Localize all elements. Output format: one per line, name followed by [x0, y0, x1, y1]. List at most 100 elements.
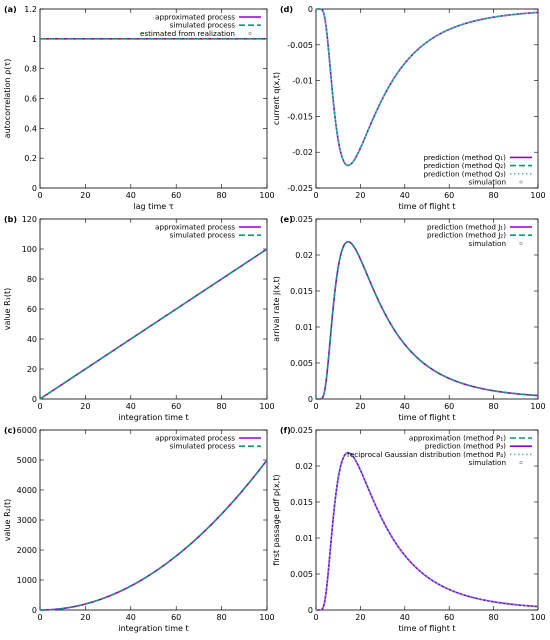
y-tick-label: 0.015: [290, 498, 313, 507]
panel-label: (d): [280, 5, 293, 14]
simulation-point: [337, 265, 340, 269]
y-tick-label: 80: [27, 275, 37, 284]
y-tick-label: 0.4: [24, 124, 37, 133]
x-tick-label: 20: [80, 191, 90, 200]
x-axis-label: lag time τ: [133, 202, 173, 211]
simulation-point: [79, 37, 83, 40]
legend-marker: [519, 241, 523, 245]
x-axis-label: time of flight t: [398, 624, 455, 633]
y-tick-label: 0.01: [295, 323, 313, 332]
simulation-point: [381, 307, 384, 311]
simulation-point: [252, 37, 255, 40]
simulation-point: [381, 518, 384, 522]
simulation-point: [470, 20, 473, 23]
x-tick-label: 40: [126, 402, 136, 411]
y-axis-label: autocorrelation ρ(τ): [3, 59, 12, 139]
panel-label: (f): [280, 426, 291, 435]
y-tick-label: 6000: [17, 426, 37, 435]
series-line-1: [316, 8, 539, 167]
legend-label: simulated process: [170, 21, 236, 30]
panel-d: 0 20 40 60 80 100 0 -0.005 -0.01 -0.015 -0.02 -0.02…: [272, 5, 546, 211]
simulation-point: [363, 479, 366, 482]
y-tick-label: 60: [27, 305, 37, 314]
simulation-point: [532, 394, 535, 397]
y-tick-label: 2000: [17, 546, 37, 555]
x-tick-label: 0: [37, 191, 42, 200]
simulation-point: [399, 548, 402, 551]
x-axis-label: integration time t: [118, 413, 188, 422]
y-tick-label: 0: [308, 606, 313, 615]
simulation-point: [390, 81, 393, 84]
series-line-1: [316, 240, 539, 400]
legend-label: approximated process: [155, 223, 235, 232]
x-tick-label: 20: [80, 402, 90, 411]
series-line-3: [316, 8, 539, 167]
simulation-point: [116, 37, 119, 40]
simulation-point: [143, 37, 146, 40]
simulation-point: [532, 11, 535, 14]
simulation-point: [261, 37, 264, 40]
simulation-point: [488, 16, 491, 20]
simulation-point: [532, 605, 535, 608]
series-line-2: [40, 459, 268, 611]
simulation-point: [345, 240, 349, 244]
simulation-point: [443, 586, 446, 589]
y-tick-label: -0.01: [292, 77, 313, 86]
x-tick-label: 60: [171, 402, 181, 411]
x-tick-label: 80: [489, 402, 499, 411]
y-tick-label: 1000: [17, 576, 37, 585]
x-tick-label: 20: [355, 613, 365, 622]
x-tick-label: 80: [489, 191, 499, 200]
simulation-point: [408, 559, 411, 562]
x-axis-label: integration time t: [118, 624, 188, 633]
panel-c: 0 20 40 60 80 1000100020003000400050006000int…: [3, 426, 275, 633]
y-axis-label: current q(x,t): [272, 72, 281, 125]
x-tick-label: 100: [259, 191, 274, 200]
legend-label: prediction (method Q₃): [423, 169, 506, 178]
simulation-point: [416, 568, 420, 571]
simulation-point: [443, 30, 446, 33]
x-tick-label: 60: [444, 613, 454, 622]
legend-label: prediction (method J₂): [427, 231, 506, 240]
panel-b: 0 20 40 60 80 100 0 20 40 60 80 100 120 integration t…: [3, 215, 275, 422]
x-tick-label: 80: [489, 613, 499, 622]
legend-label: approximated process: [155, 13, 235, 22]
simulation-point: [179, 37, 182, 40]
simulation-point: [372, 499, 375, 503]
simulation-point: [224, 37, 228, 40]
y-tick-label: 120: [22, 215, 37, 224]
simulation-point: [523, 604, 526, 607]
plot-frame: [315, 429, 539, 611]
simulation-point: [319, 608, 322, 612]
simulation-point: [434, 581, 438, 584]
simulation-point: [479, 598, 482, 601]
x-tick-label: 100: [259, 613, 274, 622]
x-tick-label: 0: [313, 191, 318, 200]
x-tick-label: 80: [217, 191, 227, 200]
legend-label: prediction (method J₁): [427, 223, 506, 232]
plot-frame: [39, 218, 268, 400]
simulation-point: [215, 37, 219, 40]
y-tick-label: 4000: [17, 486, 37, 495]
legend-label: estimated from realization: [140, 29, 235, 38]
simulation-point: [399, 67, 402, 71]
simulation-point: [234, 37, 237, 40]
legend-marker: [519, 461, 523, 465]
simulation-point: [523, 12, 526, 15]
simulation-point: [134, 37, 137, 40]
y-tick-label: 0.015: [290, 287, 313, 296]
simulation-point: [70, 37, 73, 40]
simulation-point: [505, 602, 509, 605]
simulation-point: [461, 382, 464, 385]
panel-e: 0 20 40 60 80 100 0 0.005 0.01 0.015 0.02 0.025 time…: [272, 215, 546, 422]
simulation-point: [43, 37, 46, 40]
y-tick-label: 0: [32, 606, 37, 615]
series-line-2: [39, 248, 268, 400]
simulation-point: [206, 37, 210, 40]
simulation-point: [514, 13, 517, 16]
x-tick-label: 100: [530, 191, 545, 200]
simulation-point: [345, 451, 349, 455]
y-tick-label: 0.005: [290, 570, 313, 579]
